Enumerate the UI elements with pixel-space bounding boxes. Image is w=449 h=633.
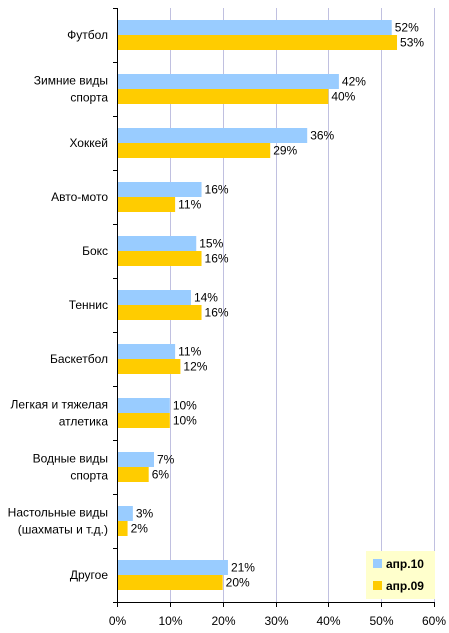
- bar: [117, 560, 228, 575]
- legend-swatch: [373, 581, 382, 590]
- bar: [117, 575, 223, 590]
- category-label: Настольные виды: [8, 506, 108, 520]
- data-label: 29%: [273, 144, 297, 158]
- data-label: 7%: [157, 453, 175, 467]
- bar: [117, 89, 329, 104]
- data-label: 53%: [400, 36, 424, 50]
- category-label: Теннис: [69, 298, 108, 312]
- bar: [117, 398, 170, 413]
- category-label: спорта: [70, 469, 108, 483]
- category-label: Бокс: [82, 244, 108, 258]
- category-label: Баскетбол: [50, 352, 108, 366]
- legend: апр.10 апр.09: [366, 551, 435, 599]
- bar: [117, 35, 398, 50]
- bar: [117, 236, 197, 251]
- legend-label: апр.10: [386, 557, 424, 571]
- data-label: 15%: [199, 237, 223, 251]
- data-label: 14%: [194, 291, 218, 305]
- data-label: 20%: [226, 576, 250, 590]
- data-label: 42%: [342, 75, 366, 89]
- bar: [117, 251, 202, 266]
- bar: [117, 305, 202, 320]
- bar: [117, 290, 191, 305]
- category-label: (шахматы и т.д.): [18, 523, 108, 537]
- data-label: 52%: [395, 21, 419, 35]
- bar: [117, 128, 308, 143]
- data-label: 16%: [205, 183, 229, 197]
- category-label: Авто-мото: [51, 190, 108, 204]
- legend-swatch: [373, 559, 382, 568]
- x-tick-label: 0%: [109, 614, 127, 628]
- bar: [117, 521, 128, 536]
- data-label: 12%: [183, 360, 207, 374]
- legend-label: апр.09: [386, 579, 424, 593]
- axes: 0% 10% 20% 30% 40% 50% 60%: [109, 8, 446, 628]
- data-label: 16%: [205, 306, 229, 320]
- bar: [117, 344, 176, 359]
- data-label: 40%: [331, 90, 355, 104]
- x-tick-label: 20%: [211, 614, 235, 628]
- bar: [117, 359, 181, 374]
- category-label: Водные виды: [33, 452, 108, 466]
- x-tick-label: 30%: [264, 614, 288, 628]
- x-tick-label: 40%: [316, 614, 340, 628]
- data-label: 10%: [173, 399, 197, 413]
- data-label: 36%: [310, 129, 334, 143]
- bar: [117, 182, 202, 197]
- category-label: Другое: [70, 568, 108, 582]
- category-label: Хоккей: [69, 136, 108, 150]
- category-label: Легкая и тяжелая: [11, 398, 108, 412]
- data-label: 11%: [178, 198, 201, 212]
- gridlines: [170, 8, 435, 602]
- bar: [117, 506, 133, 521]
- x-tick-label: 60%: [422, 614, 446, 628]
- data-label: 11%: [178, 345, 201, 359]
- bar: [117, 467, 149, 482]
- bars: [117, 20, 398, 590]
- bar: [117, 197, 176, 212]
- data-label: 6%: [152, 468, 170, 482]
- data-label: 10%: [173, 414, 197, 428]
- data-label: 16%: [205, 252, 229, 266]
- category-label: спорта: [70, 91, 108, 105]
- bar: [117, 20, 392, 35]
- bar: [117, 143, 271, 158]
- x-tick-label: 10%: [158, 614, 182, 628]
- bar: [117, 74, 339, 89]
- labels: 52%53% Футбол 42%40% Зимние виды спорта 36% 29…: [8, 21, 425, 590]
- category-label: Футбол: [67, 28, 108, 42]
- data-label: 3%: [136, 507, 154, 521]
- data-label: 2%: [131, 522, 149, 536]
- bar: [117, 452, 154, 467]
- bar: [117, 413, 170, 428]
- category-label: Зимние виды: [34, 74, 108, 88]
- data-label: 21%: [231, 561, 255, 575]
- category-label: атлетика: [59, 415, 109, 429]
- x-tick-label: 50%: [369, 614, 393, 628]
